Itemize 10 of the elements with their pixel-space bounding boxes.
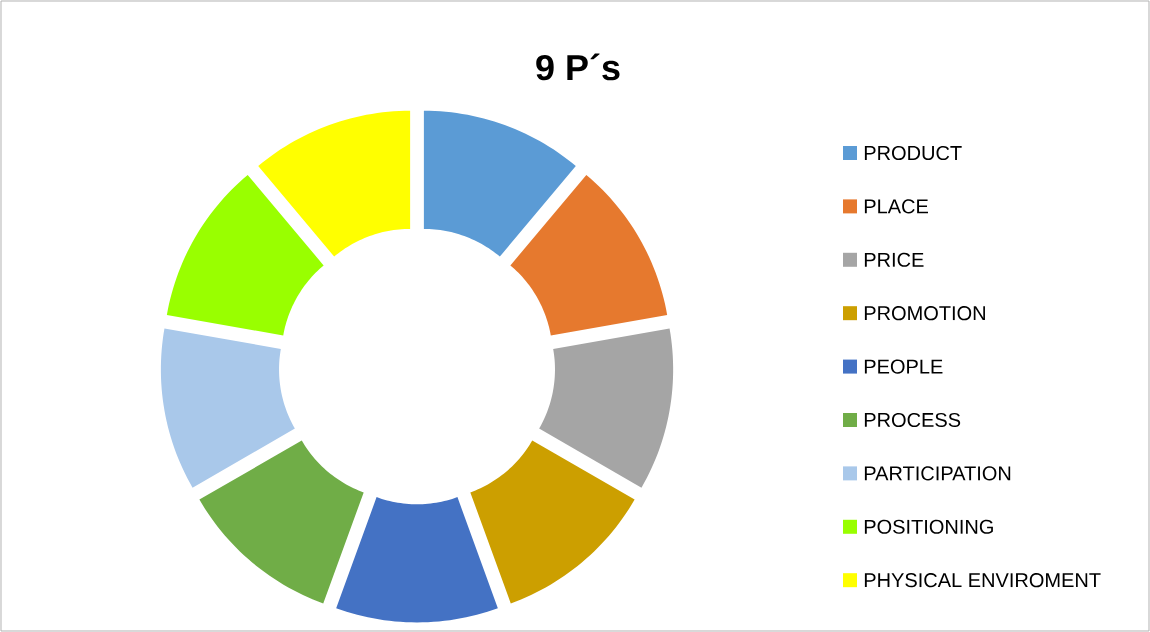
legend-label: POSITIONING [864, 519, 993, 534]
legend-label: PHYSICAL ENVIROMENT [864, 573, 1101, 588]
legend-label: PROMOTION [864, 306, 985, 321]
legend-label: PLACE [864, 199, 928, 214]
legend-label: PRICE [864, 252, 924, 267]
legend-label: PROCESS [864, 412, 961, 428]
legend-label: PARTICIPATION [864, 466, 1011, 481]
chart-title: 9 P´s [536, 53, 620, 81]
legend-label: PEOPLE [864, 359, 943, 374]
legend-label: PRODUCT [864, 145, 962, 161]
